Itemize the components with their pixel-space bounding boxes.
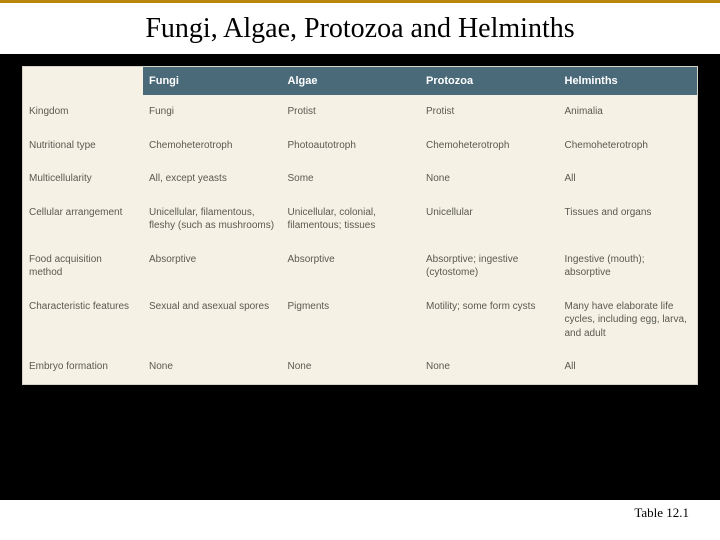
comparison-table-container: Fungi Algae Protozoa Helminths Kingdom F… — [22, 66, 698, 385]
slide-title: Fungi, Algae, Protozoa and Helminths — [145, 13, 574, 45]
table-cell: All — [559, 162, 698, 196]
table-cell: Chemoheterotroph — [143, 129, 282, 163]
table-cell: None — [420, 350, 559, 384]
table-cell: Fungi — [143, 95, 282, 129]
row-label: Multicellularity — [23, 162, 143, 196]
table-cell: Chemoheterotroph — [420, 129, 559, 163]
title-bar: Fungi, Algae, Protozoa and Helminths — [0, 0, 720, 54]
table-cell: Animalia — [559, 95, 698, 129]
table-row: Characteristic features Sexual and asexu… — [23, 290, 697, 351]
table-cell: Unicellular — [420, 196, 559, 243]
table-cell: Absorptive; ingestive (cytostome) — [420, 243, 559, 290]
row-label: Kingdom — [23, 95, 143, 129]
table-cell: Ingestive (mouth); absorptive — [559, 243, 698, 290]
table-header-blank — [23, 67, 143, 95]
table-cell: Unicellular, colonial, filamentous; tiss… — [282, 196, 421, 243]
table-row: Kingdom Fungi Protist Protist Animalia — [23, 95, 697, 129]
table-row: Embryo formation None None None All — [23, 350, 697, 384]
table-cell: Many have elaborate life cycles, includi… — [559, 290, 698, 351]
table-cell: Tissues and organs — [559, 196, 698, 243]
table-cell: All, except yeasts — [143, 162, 282, 196]
table-cell: Absorptive — [282, 243, 421, 290]
table-cell: Protist — [282, 95, 421, 129]
comparison-table: Fungi Algae Protozoa Helminths Kingdom F… — [23, 67, 697, 384]
row-label: Cellular arrangement — [23, 196, 143, 243]
row-label: Characteristic features — [23, 290, 143, 351]
table-cell: Chemoheterotroph — [559, 129, 698, 163]
table-cell: Motility; some form cysts — [420, 290, 559, 351]
table-cell: Absorptive — [143, 243, 282, 290]
row-label: Food acquisition method — [23, 243, 143, 290]
row-label: Nutritional type — [23, 129, 143, 163]
table-header-protozoa: Protozoa — [420, 67, 559, 95]
table-caption: Table 12.1 — [631, 504, 692, 522]
table-cell: All — [559, 350, 698, 384]
table-row: Cellular arrangement Unicellular, filame… — [23, 196, 697, 243]
table-header-row: Fungi Algae Protozoa Helminths — [23, 67, 697, 95]
table-cell: None — [282, 350, 421, 384]
table-row: Food acquisition method Absorptive Absor… — [23, 243, 697, 290]
table-cell: Pigments — [282, 290, 421, 351]
table-header-helminths: Helminths — [559, 67, 698, 95]
table-header-algae: Algae — [282, 67, 421, 95]
table-cell: None — [143, 350, 282, 384]
table-cell: Unicellular, filamentous, fleshy (such a… — [143, 196, 282, 243]
table-cell: None — [420, 162, 559, 196]
table-cell: Photoautotroph — [282, 129, 421, 163]
slide: Fungi, Algae, Protozoa and Helminths Fun… — [0, 0, 720, 540]
table-row: Multicellularity All, except yeasts Some… — [23, 162, 697, 196]
row-label: Embryo formation — [23, 350, 143, 384]
bottom-strip — [0, 500, 720, 540]
table-cell: Protist — [420, 95, 559, 129]
table-cell: Sexual and asexual spores — [143, 290, 282, 351]
table-row: Nutritional type Chemoheterotroph Photoa… — [23, 129, 697, 163]
table-header-fungi: Fungi — [143, 67, 282, 95]
table-cell: Some — [282, 162, 421, 196]
